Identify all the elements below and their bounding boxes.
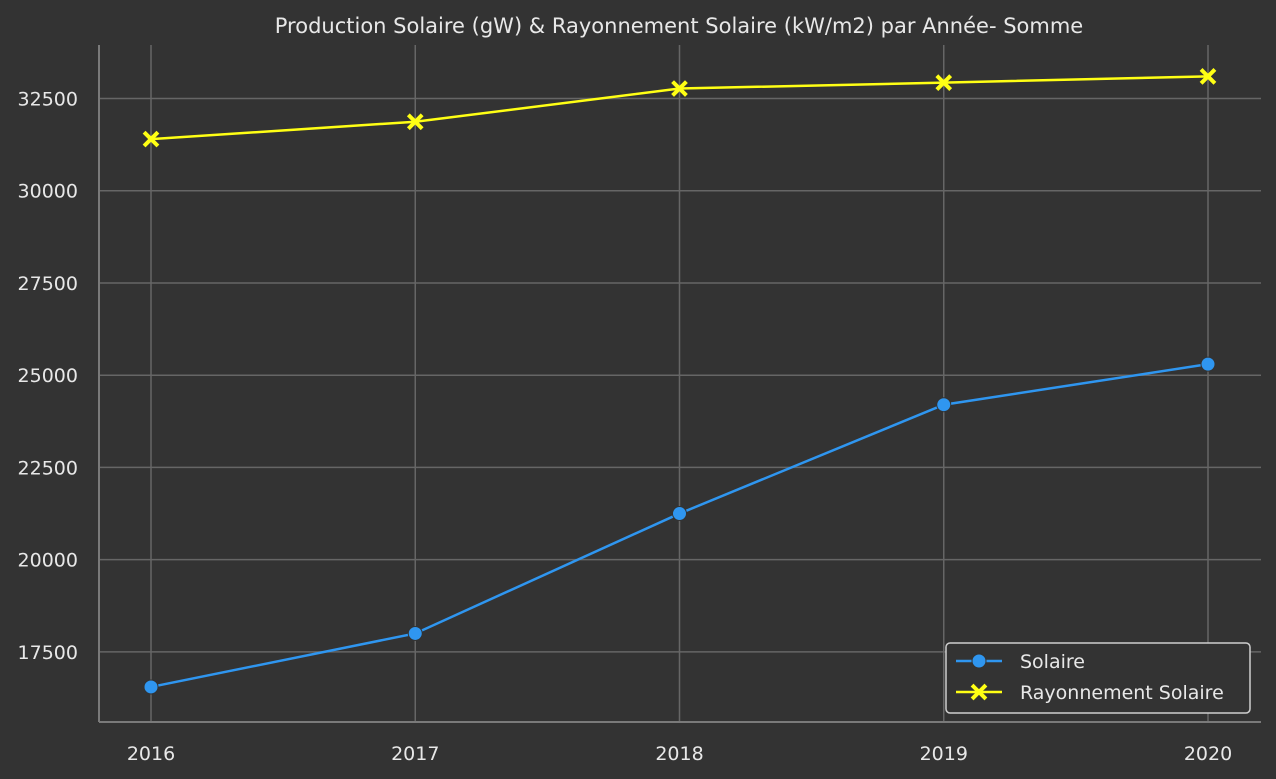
data-point [935, 74, 953, 91]
data-point [671, 80, 688, 97]
series-lines [142, 68, 1217, 695]
marker-stroke [1199, 68, 1217, 85]
y-tick-label: 17500 [18, 642, 78, 664]
y-tick-label: 30000 [18, 181, 78, 203]
data-point [1200, 356, 1216, 372]
marker-stroke [935, 74, 953, 91]
y-tick-label: 22500 [18, 457, 78, 479]
legend-item: Rayonnement Solaire [956, 682, 1224, 704]
marker-stroke [970, 683, 988, 701]
legend-label: Rayonnement Solaire [1020, 682, 1224, 704]
data-point [936, 397, 952, 413]
x-tick-label: 2020 [1184, 743, 1232, 765]
data-point [142, 130, 160, 148]
chart-title: Production Solaire (gW) & Rayonnement So… [275, 14, 1083, 38]
x-tick-label: 2018 [655, 743, 703, 765]
legend-marker [970, 683, 988, 701]
legend-marker [971, 653, 987, 669]
legend-label: Solaire [1020, 651, 1085, 673]
x-tick-label: 2017 [391, 743, 439, 765]
y-tick-label: 27500 [18, 273, 78, 295]
y-tick-label: 25000 [18, 365, 78, 387]
marker-stroke [406, 113, 424, 131]
series-solaire [143, 356, 1216, 695]
y-tick-label: 20000 [18, 550, 78, 572]
grid [99, 45, 1261, 722]
legend-box [945, 642, 1251, 714]
marker-stroke [671, 80, 688, 97]
data-point [407, 625, 423, 641]
data-point [672, 506, 687, 522]
data-point [143, 679, 159, 695]
x-tick-label: 2019 [920, 743, 968, 765]
series-rayonnement-solaire [142, 68, 1217, 148]
legend: Solaire Rayonnement Solaire [945, 642, 1251, 714]
x-tick-label: 2016 [127, 743, 175, 765]
data-point [406, 113, 424, 131]
legend-item: Solaire [956, 651, 1085, 673]
tick-labels: 2016 2017 2018 2019 2020 17500 20000 22500 25000… [18, 88, 1233, 765]
y-tick-label: 32500 [18, 88, 78, 110]
axes [98, 45, 1261, 723]
data-point [1199, 68, 1217, 85]
marker-stroke [142, 130, 160, 148]
